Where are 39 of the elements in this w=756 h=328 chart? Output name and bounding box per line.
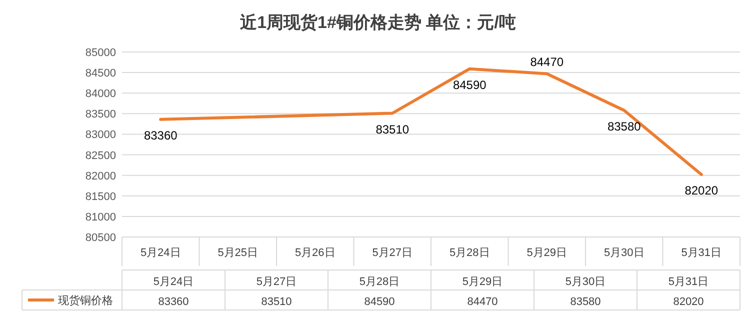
- data-label: 83580: [607, 119, 642, 134]
- x-tick-label: 5月27日: [372, 247, 413, 259]
- x-tick-label: 5月29日: [526, 247, 568, 259]
- data-label: 83360: [158, 296, 189, 308]
- x-tick-label: 5月25日: [218, 247, 258, 259]
- y-tick-label: 83000: [85, 129, 116, 142]
- legend: 现货铜价格: [28, 295, 113, 307]
- data-label: 83510: [261, 296, 292, 308]
- category-label: 5月29日: [462, 276, 503, 288]
- y-tick-label: 82000: [85, 170, 116, 182]
- y-tick-label: 84500: [85, 68, 116, 80]
- data-label: 84590: [452, 78, 487, 92]
- x-tick-label: 5月26日: [294, 247, 336, 259]
- y-tick-label: 83500: [85, 108, 116, 121]
- x-tick-label: 5月28日: [449, 247, 490, 259]
- x-tick-label: 5月24日: [140, 247, 181, 259]
- chart-title: 近1周现货1#铜价格走势 单位：元/吨: [239, 13, 516, 32]
- y-tick-label: 84000: [85, 88, 116, 100]
- data-label: 84470: [467, 296, 498, 308]
- y-tick-label: 81500: [85, 190, 116, 203]
- data-label: 84470: [530, 54, 564, 69]
- y-tick-label: 85000: [85, 47, 116, 59]
- x-tick-label: 5月31日: [681, 247, 722, 259]
- y-tick-label: 80500: [85, 232, 116, 244]
- x-tick-label: 5月30日: [604, 247, 644, 259]
- category-label: 5月24日: [153, 276, 194, 288]
- category-label: 5月31日: [668, 276, 709, 288]
- data-label: 83510: [376, 122, 410, 136]
- category-label: 5月27日: [256, 276, 297, 288]
- data-label: 83360: [144, 128, 178, 142]
- data-label: 83580: [570, 296, 601, 308]
- category-label: 5月30日: [565, 276, 606, 288]
- data-label: 82020: [673, 296, 704, 308]
- y-tick-label: 82500: [85, 150, 116, 162]
- y-tick-label: 81000: [85, 211, 116, 224]
- data-label: 82020: [684, 184, 718, 198]
- data-label: 84590: [364, 296, 395, 308]
- legend-label: 现货铜价格: [58, 295, 113, 307]
- category-label: 5月28日: [359, 276, 400, 288]
